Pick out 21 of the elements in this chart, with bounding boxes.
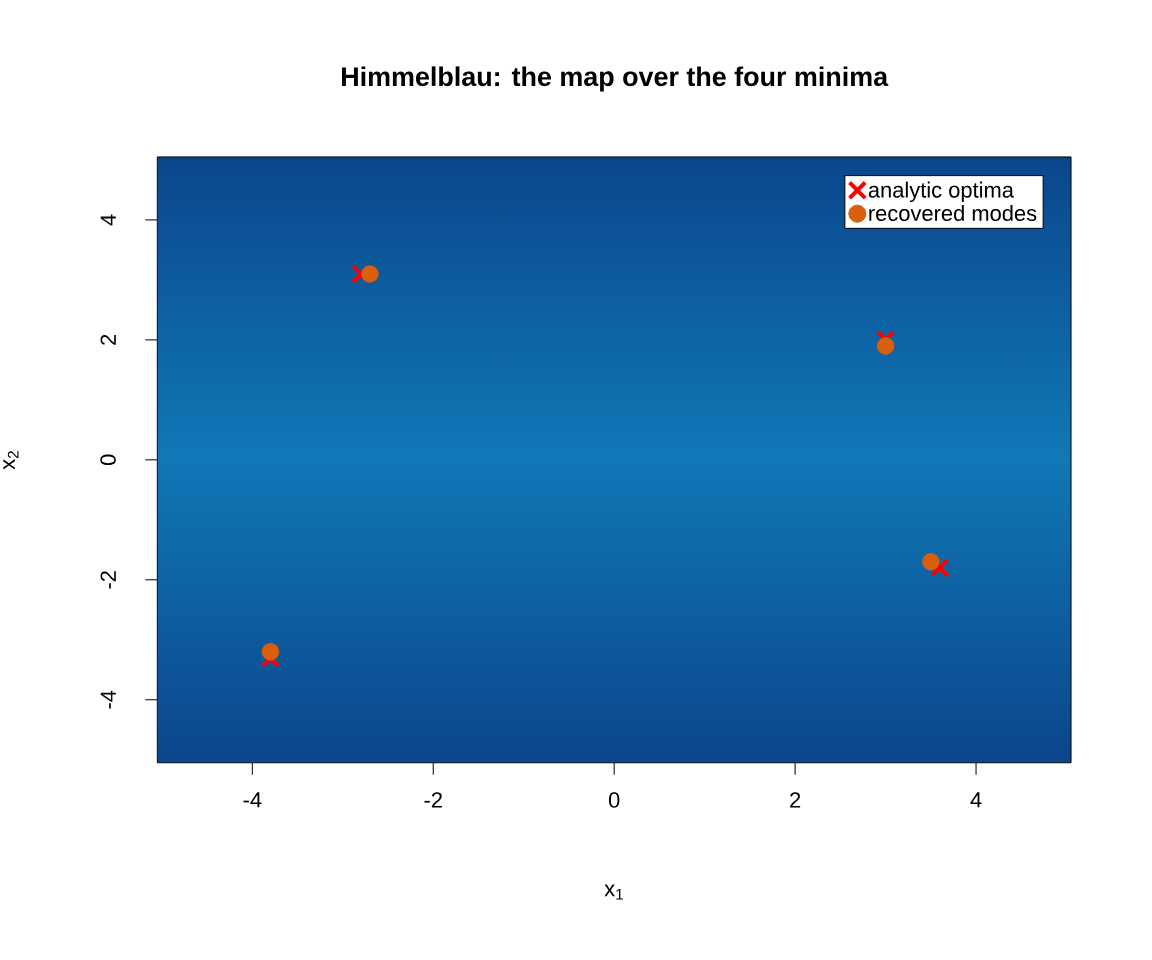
x-tick-label: -2 [424,792,442,808]
x-tick-label: -4 [243,792,262,808]
point [361,265,379,283]
point [260,648,281,668]
point [876,337,895,355]
x-tick-label: 0 [608,792,620,808]
x-tick-label: 2 [790,792,801,808]
point [922,553,940,571]
legend-label: recovered modes [869,205,1037,222]
point [930,558,950,578]
y-tick-label: 0 [100,454,116,466]
y-tick-label: -4 [100,690,116,709]
chart-title: Himmelblau: the map over the four minima [342,66,889,92]
y-tick-label: 2 [100,335,116,346]
x-axis-title: x$_{1}$ [604,884,623,900]
point [261,643,280,661]
y-tick-label: -2 [100,571,116,589]
legend-label: analytic optima [868,181,1014,203]
y-tick-label: 4 [100,214,116,226]
y-axis-title: x$_{2}$ [3,451,19,470]
x-tick-label: 4 [970,792,982,808]
